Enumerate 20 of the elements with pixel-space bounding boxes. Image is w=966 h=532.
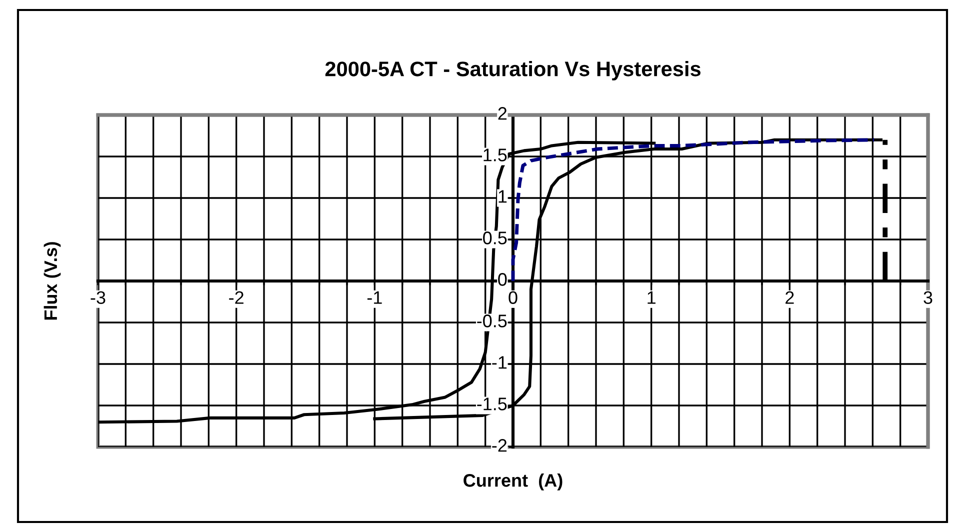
- y-tick-label: 2: [498, 107, 507, 120]
- x-tick-label: -1: [367, 291, 382, 304]
- y-tick-label: -1.5: [477, 398, 507, 410]
- x-tick-label: -2: [229, 291, 244, 304]
- y-tick-label: -0.5: [477, 314, 507, 328]
- x-tick-label: 3: [924, 291, 932, 304]
- x-tick-label: 0: [508, 291, 518, 304]
- y-axis-title: Flux (V.s): [44, 242, 61, 320]
- y-tick-label: -2: [492, 439, 507, 452]
- x-tick-label: -3: [90, 291, 106, 304]
- y-tick-label: 1.5: [484, 148, 507, 162]
- line-series: [511, 138, 876, 283]
- y-tick-label: 1: [498, 190, 507, 203]
- x-tick-label: 2: [786, 291, 794, 304]
- x-tick-label: 1: [648, 291, 656, 304]
- chart-title: 2000-5A CT - Saturation Vs Hysteresis: [325, 61, 700, 80]
- x-axis-title: Current (A): [464, 474, 562, 490]
- y-tick-label: 0: [498, 273, 507, 286]
- y-tick-label: -1: [492, 356, 507, 369]
- y-tick-label: 0.5: [483, 232, 507, 244]
